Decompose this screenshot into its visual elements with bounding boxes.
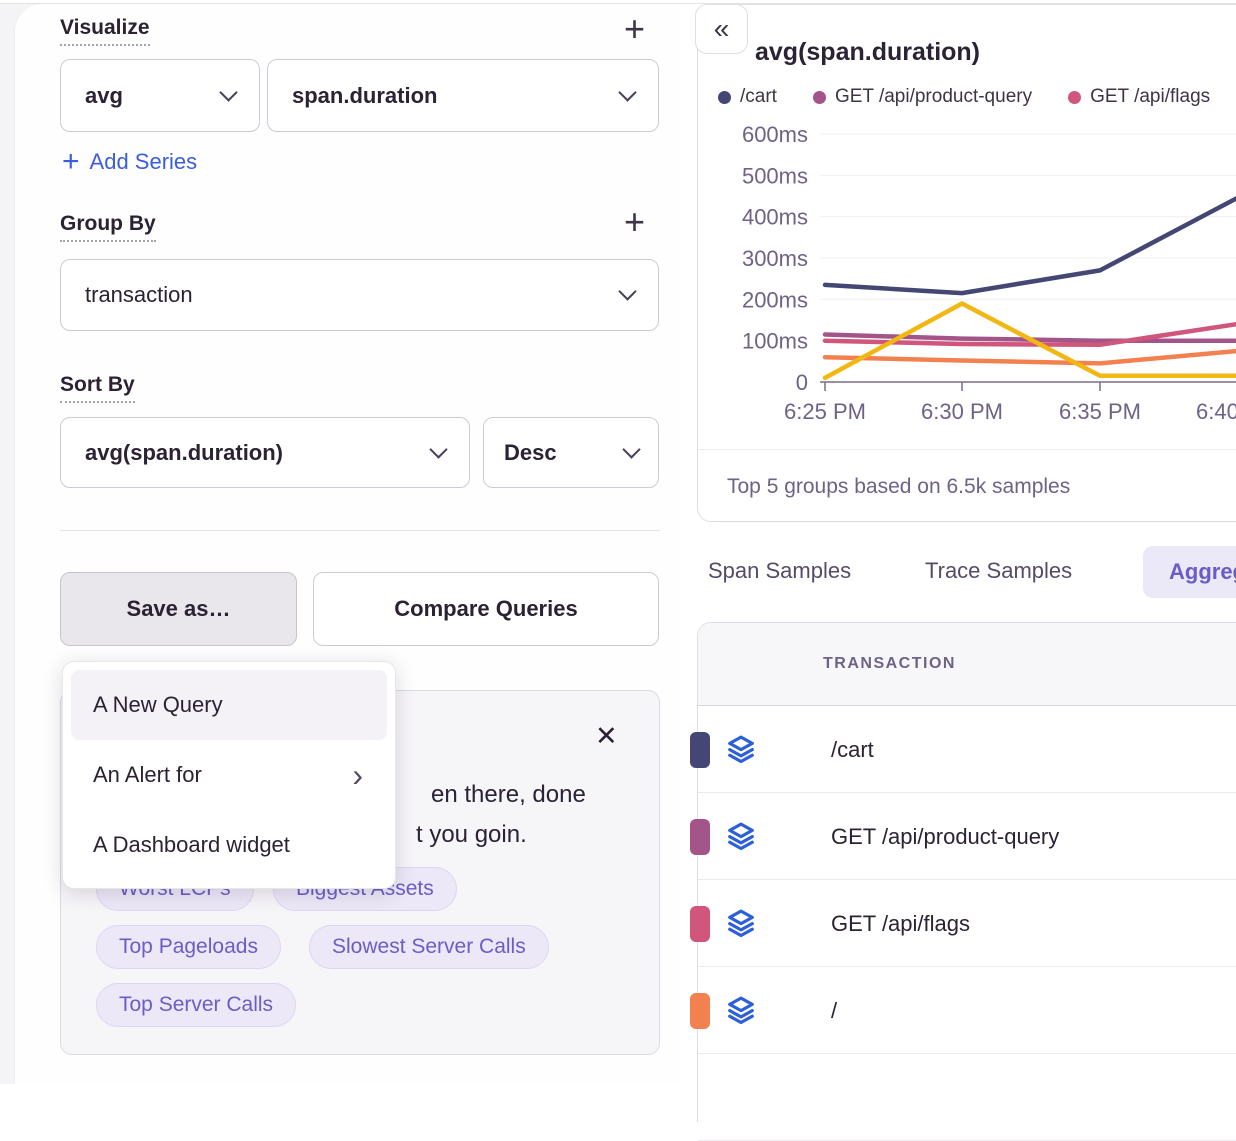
collapse-panel-button[interactable]: « xyxy=(695,4,748,54)
svg-text:500ms: 500ms xyxy=(742,163,808,188)
chart-footer-text: Top 5 groups based on 6.5k samples xyxy=(727,475,1071,498)
sort-field-value: avg(span.duration) xyxy=(85,439,284,465)
line-chart[interactable]: 0 100ms 200ms 300ms 400ms 500ms 600ms 6:25 PM 6:… xyxy=(697,112,1236,432)
svg-text:6:35 PM: 6:35 PM xyxy=(1059,399,1141,424)
spans-stack-icon xyxy=(728,822,754,851)
transaction-link[interactable]: GET /api/product-query xyxy=(831,823,1060,849)
chart-title: avg(span.duration) xyxy=(755,38,981,66)
visualize-heading: Visualize xyxy=(60,16,150,46)
field-value: span.duration xyxy=(292,82,438,108)
table-row[interactable]: GET /api/flags xyxy=(690,880,1236,967)
table-header: TRANSACTION xyxy=(698,623,1236,706)
legend-item[interactable]: GET /api/flags xyxy=(1068,86,1210,108)
tab-span-samples[interactable]: Span Samples xyxy=(708,558,852,583)
suggested-query-chip[interactable]: Slowest Server Calls xyxy=(309,925,549,969)
table-row xyxy=(698,1054,1236,1141)
group-by-select[interactable]: transaction xyxy=(60,259,659,331)
compare-queries-button[interactable]: Compare Queries xyxy=(313,572,659,646)
add-visualize-button[interactable]: + xyxy=(624,8,646,49)
transactions-table: TRANSACTION /cart GET /api/product-query… xyxy=(690,622,1236,1141)
series-color-indicator xyxy=(690,993,710,1029)
series-color-indicator xyxy=(690,732,710,768)
svg-text:6:40 PM: 6:40 PM xyxy=(1196,399,1236,424)
column-header-transaction[interactable]: TRANSACTION xyxy=(823,655,956,672)
chart-legend: /cart GET /api/product-query GET /api/fl… xyxy=(718,86,1236,108)
series-color-indicator xyxy=(690,906,710,942)
chart-footer-divider xyxy=(698,449,1236,450)
sort-by-heading: Sort By xyxy=(60,373,135,403)
svg-text:100ms: 100ms xyxy=(742,329,808,354)
group-by-value: transaction xyxy=(85,282,193,307)
chart-line-3 xyxy=(822,348,1236,366)
banner-text-line2: t you goin. xyxy=(416,821,527,848)
suggested-query-chip[interactable]: Top Server Calls xyxy=(96,983,297,1027)
add-group-by-button[interactable]: + xyxy=(624,201,646,242)
legend-dot xyxy=(812,90,826,104)
chart-line-4 xyxy=(822,301,1236,381)
chart-card xyxy=(697,4,1236,522)
legend-dot xyxy=(718,90,731,104)
legend-item[interactable]: /cart xyxy=(718,86,777,108)
chevron-right-icon: › xyxy=(352,757,363,793)
series-color-indicator xyxy=(690,819,710,855)
group-by-heading: Group By xyxy=(60,212,156,242)
transaction-link[interactable]: /cart xyxy=(831,736,874,762)
table-row[interactable]: /cart xyxy=(690,706,1236,793)
menu-item-new-query[interactable]: A New Query xyxy=(71,670,387,740)
chart-line-0 xyxy=(822,196,1236,296)
page-top-border xyxy=(0,3,1236,4)
spans-stack-icon xyxy=(728,735,754,764)
sort-field-select[interactable]: avg(span.duration) xyxy=(60,417,470,488)
left-panel-divider xyxy=(60,530,660,531)
close-icon[interactable]: ✕ xyxy=(595,721,618,751)
chevron-down-icon xyxy=(622,439,641,459)
tab-trace-samples[interactable]: Trace Samples xyxy=(925,558,1073,583)
field-select[interactable]: span.duration xyxy=(267,59,659,132)
tab-aggregates[interactable]: Aggregates xyxy=(1143,546,1236,598)
svg-text:0: 0 xyxy=(796,370,808,395)
svg-text:300ms: 300ms xyxy=(742,246,808,271)
banner-text-line1: en there, done xyxy=(431,781,586,808)
sort-direction-select[interactable]: Desc xyxy=(483,417,659,488)
svg-text:6:30 PM: 6:30 PM xyxy=(921,399,1003,424)
aggregate-value: avg xyxy=(85,82,123,108)
plus-icon: + xyxy=(62,145,80,178)
menu-item-dashboard-widget[interactable]: A Dashboard widget xyxy=(93,832,290,857)
table-row[interactable]: / xyxy=(690,967,1236,1054)
table-row[interactable]: GET /api/product-query xyxy=(690,793,1236,880)
chevron-down-icon xyxy=(429,439,448,459)
transaction-link[interactable]: / xyxy=(831,997,838,1023)
aggregate-select[interactable]: avg xyxy=(60,59,260,132)
suggested-query-chip[interactable]: Top Pageloads xyxy=(96,925,281,969)
chevron-down-icon xyxy=(618,82,637,102)
legend-item[interactable]: GET /api/product-query xyxy=(812,86,1032,108)
svg-text:400ms: 400ms xyxy=(742,205,808,230)
spans-stack-icon xyxy=(728,996,754,1025)
menu-item-alert[interactable]: An Alert for › xyxy=(93,757,363,793)
save-as-menu: A New Query An Alert for › A Dashboard w… xyxy=(62,661,396,889)
svg-text:200ms: 200ms xyxy=(742,287,808,312)
sort-direction-value: Desc xyxy=(504,439,557,465)
transaction-link[interactable]: GET /api/flags xyxy=(831,910,970,936)
svg-text:600ms: 600ms xyxy=(742,122,808,147)
add-series-label: Add Series xyxy=(89,149,198,174)
legend-dot xyxy=(1068,90,1082,104)
save-as-button[interactable]: Save as… xyxy=(60,572,297,646)
chevron-down-icon xyxy=(219,82,238,102)
svg-text:6:25 PM: 6:25 PM xyxy=(784,399,866,424)
add-series-button[interactable]: + Add Series xyxy=(62,145,198,178)
chevron-down-icon xyxy=(618,282,637,301)
spans-stack-icon xyxy=(728,909,754,938)
